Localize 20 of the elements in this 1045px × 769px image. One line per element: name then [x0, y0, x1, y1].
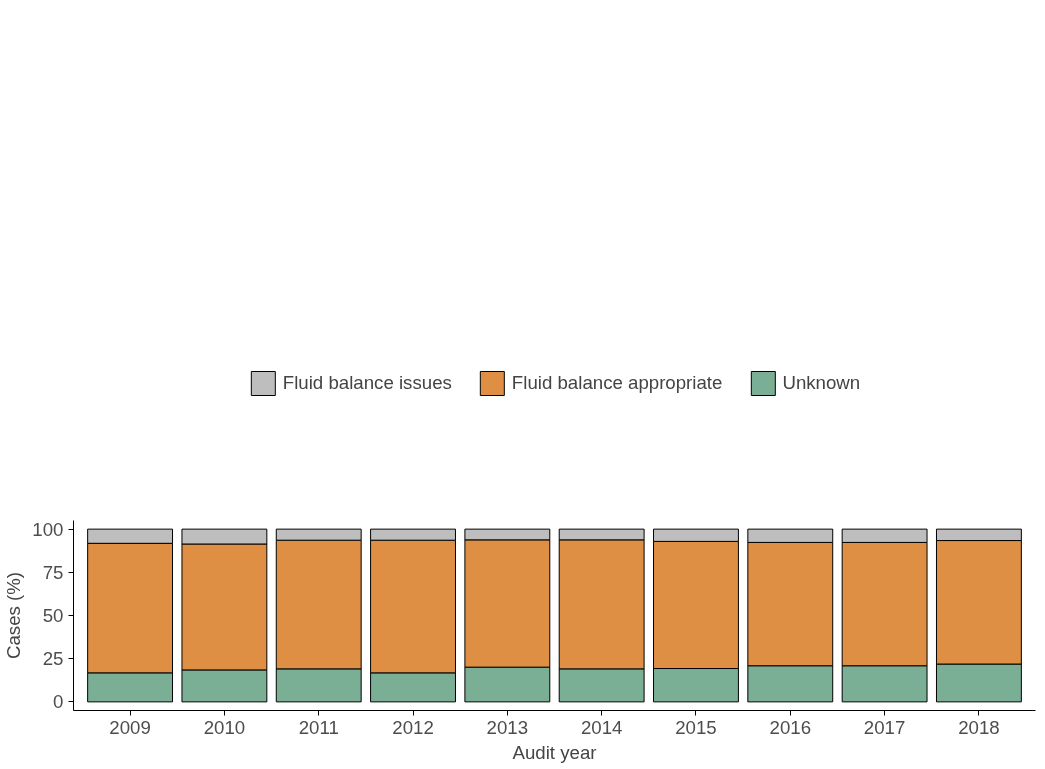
y-tick-label: 50: [42, 605, 64, 626]
x-tick-label: 2015: [675, 716, 717, 738]
y-tick-label: 25: [42, 648, 64, 670]
x-tick-label: 2016: [769, 716, 812, 738]
x-tick-label: 2012: [392, 716, 434, 738]
x-tick-label: 2009: [109, 716, 151, 738]
x-tick-label: 2010: [203, 716, 246, 738]
x-tick-label: 2017: [863, 716, 906, 738]
x-tick-label: 2011: [298, 716, 339, 738]
y-tick-label: 100: [32, 518, 64, 540]
x-tick-label: 2013: [486, 716, 529, 738]
x-tick-label: 2018: [958, 716, 1000, 738]
legend-label: Unknown: [782, 371, 861, 394]
y-tick-label: 0: [53, 691, 64, 713]
x-tick-label: 2014: [580, 716, 623, 738]
y-tick-label: 75: [42, 561, 64, 583]
y-axis-title: Cases (%): [3, 571, 25, 660]
legend-label: Fluid balance issues: [282, 371, 452, 394]
legend-label: Fluid balance appropriate: [511, 371, 723, 394]
x-axis-title: Audit year: [512, 741, 597, 763]
